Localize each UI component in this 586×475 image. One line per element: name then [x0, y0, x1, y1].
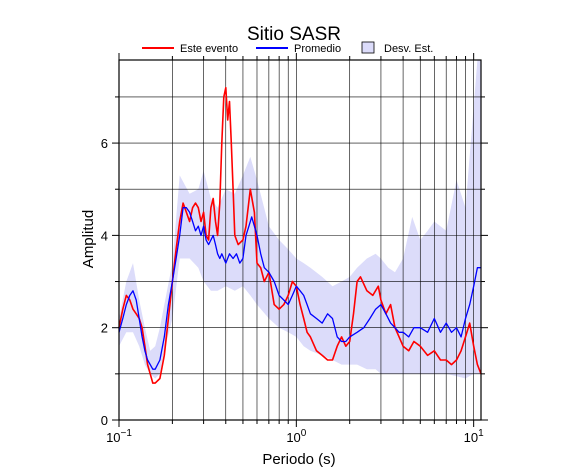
std-dev-band	[119, 60, 481, 379]
x-axis-label: Periodo (s)	[262, 451, 335, 468]
legend-swatch-box	[361, 41, 375, 54]
x-tick-label: 100	[286, 428, 306, 445]
legend-label: Promedio	[294, 43, 341, 55]
ticks: 10−1 100 101 0 2 4 6	[101, 53, 488, 445]
y-tick-label: 2	[101, 321, 108, 336]
series-layer	[118, 86, 482, 384]
y-tick-label: 4	[101, 228, 108, 243]
band-layer	[119, 60, 481, 379]
legend: Este evento Promedio Desv. Est.	[142, 41, 433, 55]
series-promedio	[118, 207, 481, 370]
chart-title: Sitio SASR	[247, 24, 341, 45]
x-tick-label: 10−1	[106, 428, 132, 445]
legend-label: Desv. Est.	[384, 43, 433, 55]
x-tick-label: 101	[464, 428, 484, 445]
y-tick-label: 0	[101, 413, 108, 428]
y-axis-label: Amplitud	[80, 210, 97, 268]
y-tick-label: 6	[101, 136, 108, 151]
legend-label: Este evento	[180, 43, 238, 55]
plot-frame	[118, 59, 482, 421]
